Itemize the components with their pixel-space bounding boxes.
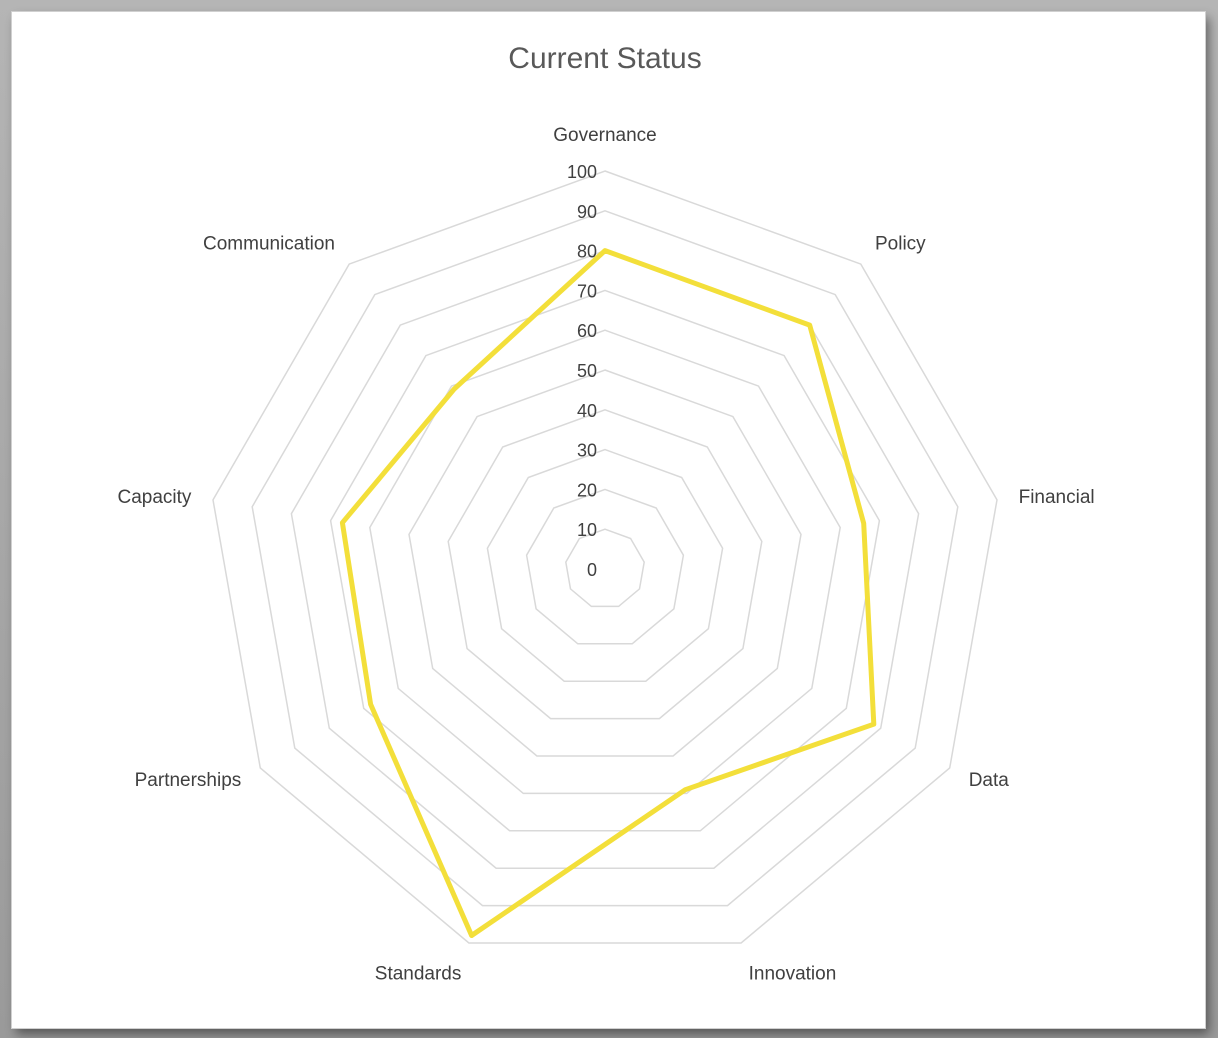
category-label-governance: Governance — [553, 125, 657, 146]
series-layer — [339, 248, 877, 938]
tick-label-40: 40 — [577, 401, 597, 421]
tick-label-0: 0 — [587, 560, 597, 580]
chart-title: Current Status — [508, 42, 701, 75]
grid-ring-30 — [486, 448, 724, 682]
category-label-capacity: Capacity — [117, 487, 191, 508]
category-label-innovation: Innovation — [749, 964, 837, 985]
tick-label-80: 80 — [577, 242, 597, 262]
grid-ring-60 — [369, 329, 841, 795]
radial-tick-labels: 0 10 20 30 40 50 60 70 80 90 100 — [567, 162, 597, 580]
tick-label-70: 70 — [577, 281, 597, 301]
tick-label-10: 10 — [577, 520, 597, 540]
tick-label-60: 60 — [577, 321, 597, 341]
series-line-0 — [339, 248, 877, 938]
tick-label-100: 100 — [567, 162, 597, 182]
tick-label-20: 20 — [577, 480, 597, 500]
radar-grid — [212, 170, 998, 944]
grid-ring-80 — [290, 249, 920, 869]
grid-ring-40 — [447, 409, 763, 720]
grid-ring-20 — [525, 488, 685, 645]
tick-label-90: 90 — [577, 202, 597, 222]
category-label-data: Data — [969, 770, 1010, 791]
grid-ring-90 — [251, 210, 959, 907]
category-label-partnerships: Partnerships — [135, 770, 242, 791]
category-label-standards: Standards — [375, 964, 462, 985]
radar-chart: Current Status 0 10 20 30 40 50 60 70 80 90 100 Go… — [117, 42, 1094, 985]
grid-ring-70 — [329, 289, 881, 832]
chart-area: Current Status 0 10 20 30 40 50 60 70 80 90 100 Go… — [12, 12, 1205, 1028]
category-label-financial: Financial — [1019, 487, 1095, 508]
category-label-policy: Policy — [875, 233, 926, 254]
tick-label-50: 50 — [577, 361, 597, 381]
category-labels: Governance Policy Financial Data Innovation S… — [117, 125, 1094, 985]
category-label-communication: Communication — [203, 233, 335, 254]
grid-ring-50 — [408, 369, 802, 757]
grid-ring-10 — [565, 528, 645, 608]
tick-label-30: 30 — [577, 441, 597, 461]
grid-ring-100 — [212, 170, 998, 944]
